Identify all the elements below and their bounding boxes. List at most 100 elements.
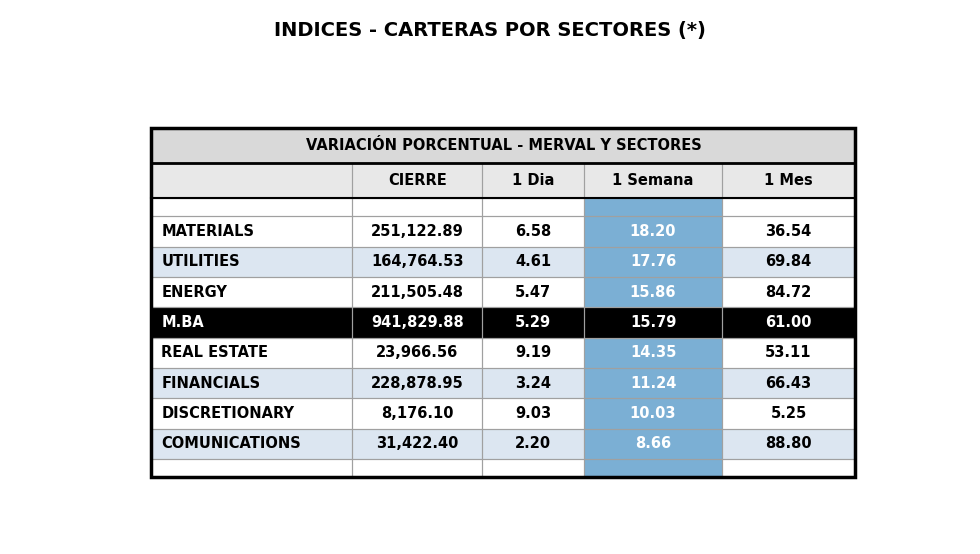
- Bar: [151, 129, 856, 477]
- Text: 9.19: 9.19: [515, 345, 552, 360]
- Bar: [352, 247, 482, 277]
- Bar: [584, 337, 721, 368]
- Bar: [721, 216, 856, 247]
- Bar: [721, 337, 856, 368]
- Bar: [482, 337, 584, 368]
- Bar: [482, 429, 584, 459]
- Text: 5.25: 5.25: [770, 406, 807, 421]
- Bar: [482, 337, 584, 368]
- Bar: [352, 337, 482, 368]
- Bar: [151, 307, 352, 337]
- Bar: [352, 198, 482, 216]
- Bar: [721, 429, 856, 459]
- Bar: [584, 198, 721, 216]
- Bar: [721, 198, 856, 216]
- Bar: [584, 398, 721, 429]
- Bar: [584, 459, 721, 477]
- Bar: [482, 163, 584, 198]
- Bar: [721, 459, 856, 477]
- Bar: [151, 337, 352, 368]
- Bar: [352, 247, 482, 277]
- Bar: [151, 163, 352, 198]
- Bar: [352, 163, 482, 198]
- Bar: [482, 368, 584, 398]
- Bar: [584, 163, 721, 198]
- Bar: [482, 163, 584, 198]
- Text: 11.24: 11.24: [630, 376, 676, 391]
- Text: FINANCIALS: FINANCIALS: [162, 376, 261, 391]
- Text: M.BA: M.BA: [162, 315, 204, 330]
- Bar: [151, 337, 352, 368]
- Text: 15.86: 15.86: [630, 285, 676, 300]
- Text: 84.72: 84.72: [765, 285, 811, 300]
- Text: COMUNICATIONS: COMUNICATIONS: [162, 436, 301, 452]
- Text: INDICES - CARTERAS POR SECTORES (*): INDICES - CARTERAS POR SECTORES (*): [274, 21, 706, 40]
- Bar: [721, 368, 856, 398]
- Bar: [482, 459, 584, 477]
- Bar: [584, 337, 721, 368]
- Bar: [482, 277, 584, 307]
- Bar: [721, 429, 856, 459]
- Bar: [584, 429, 721, 459]
- Bar: [151, 216, 352, 247]
- Bar: [151, 459, 352, 477]
- Bar: [584, 247, 721, 277]
- Bar: [151, 198, 352, 216]
- Bar: [352, 307, 482, 337]
- Text: 8.66: 8.66: [635, 436, 671, 452]
- Bar: [482, 398, 584, 429]
- Bar: [482, 277, 584, 307]
- Text: 211,505.48: 211,505.48: [370, 285, 464, 300]
- Bar: [584, 307, 721, 337]
- Text: 941,829.88: 941,829.88: [370, 315, 464, 330]
- Text: CIERRE: CIERRE: [388, 173, 447, 188]
- Bar: [151, 277, 352, 307]
- Bar: [151, 368, 352, 398]
- Text: UTILITIES: UTILITIES: [162, 254, 240, 269]
- Text: MATERIALS: MATERIALS: [162, 224, 254, 239]
- Bar: [584, 277, 721, 307]
- Bar: [584, 163, 721, 198]
- Bar: [482, 247, 584, 277]
- Bar: [151, 129, 856, 163]
- Text: 6.58: 6.58: [515, 224, 552, 239]
- Text: 31,422.40: 31,422.40: [376, 436, 459, 452]
- Bar: [482, 459, 584, 477]
- Bar: [584, 368, 721, 398]
- Bar: [584, 198, 721, 216]
- Text: ENERGY: ENERGY: [162, 285, 227, 300]
- Text: 228,878.95: 228,878.95: [370, 376, 464, 391]
- Bar: [482, 198, 584, 216]
- Bar: [721, 307, 856, 337]
- Bar: [352, 277, 482, 307]
- Text: 4.61: 4.61: [515, 254, 552, 269]
- Text: 2.20: 2.20: [515, 436, 552, 452]
- Text: 3.24: 3.24: [515, 376, 552, 391]
- Bar: [151, 163, 352, 198]
- Bar: [482, 307, 584, 337]
- Bar: [584, 368, 721, 398]
- Text: 53.11: 53.11: [765, 345, 811, 360]
- Text: 5.47: 5.47: [515, 285, 552, 300]
- Bar: [352, 163, 482, 198]
- Bar: [482, 198, 584, 216]
- Bar: [151, 247, 352, 277]
- Bar: [352, 216, 482, 247]
- Text: 23,966.56: 23,966.56: [376, 345, 459, 360]
- Bar: [151, 398, 352, 429]
- Bar: [584, 307, 721, 337]
- Bar: [721, 277, 856, 307]
- Bar: [584, 429, 721, 459]
- Bar: [721, 163, 856, 198]
- Text: 88.80: 88.80: [765, 436, 811, 452]
- Bar: [352, 429, 482, 459]
- Text: 1 Semana: 1 Semana: [612, 173, 694, 188]
- Bar: [584, 216, 721, 247]
- Text: REAL ESTATE: REAL ESTATE: [162, 345, 269, 360]
- Bar: [352, 307, 482, 337]
- Text: 8,176.10: 8,176.10: [381, 406, 454, 421]
- Bar: [352, 398, 482, 429]
- Bar: [721, 198, 856, 216]
- Bar: [151, 368, 352, 398]
- Bar: [352, 337, 482, 368]
